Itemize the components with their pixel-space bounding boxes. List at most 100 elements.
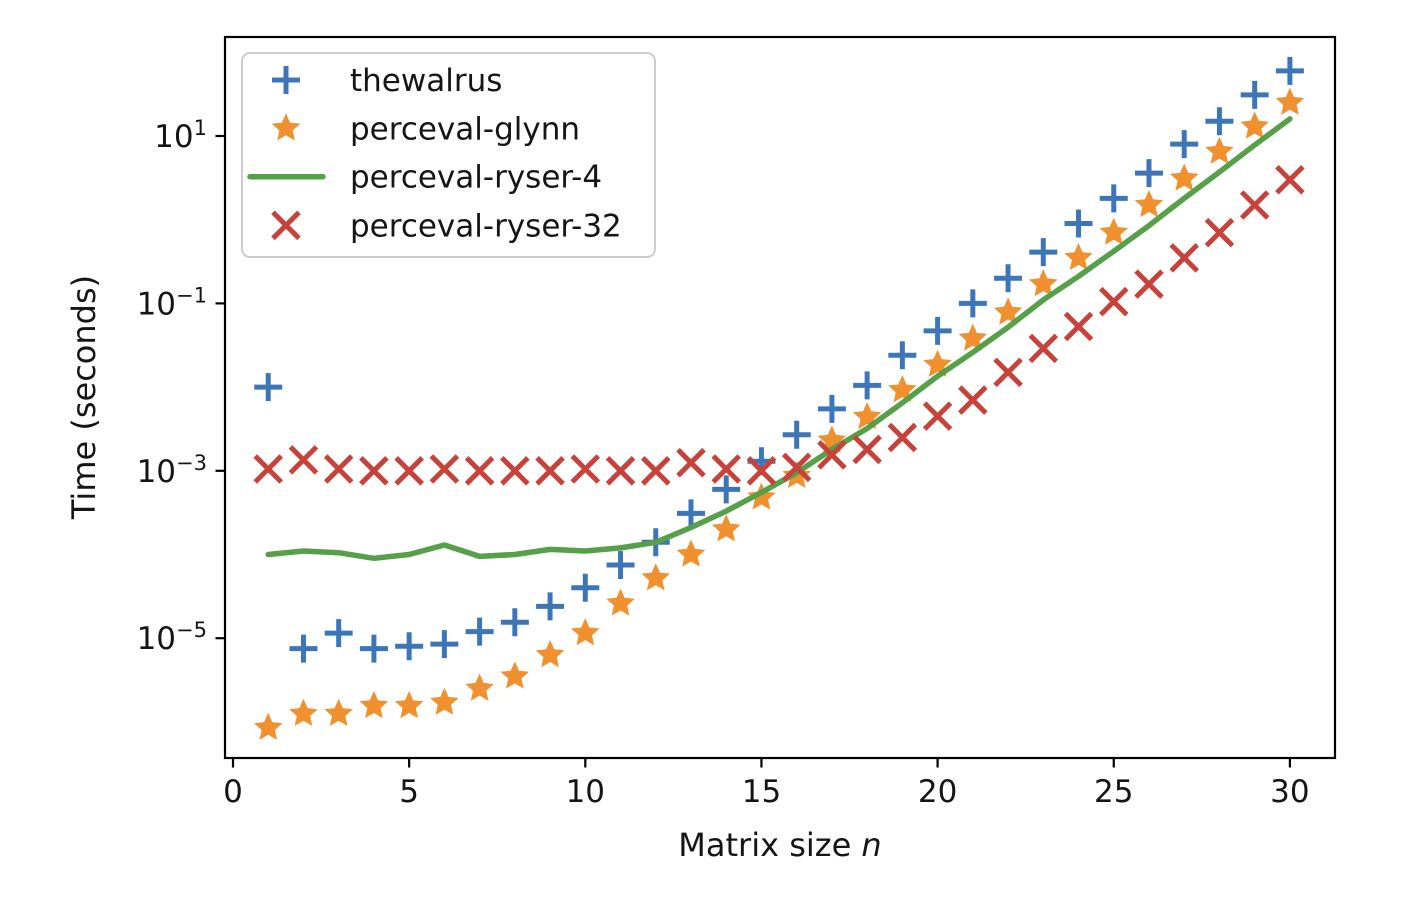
legend-label-perceval-ryser-32: perceval-ryser-32 bbox=[350, 208, 622, 244]
series-perceval-ryser-32-point bbox=[746, 456, 777, 486]
series-perceval-ryser-4 bbox=[265, 116, 1293, 562]
y-axis-label: Time (seconds) bbox=[65, 274, 103, 520]
series-perceval-ryser-32-point bbox=[1239, 190, 1270, 220]
series-thewalrus-point bbox=[606, 550, 635, 579]
series-perceval-glynn-point bbox=[1029, 269, 1058, 297]
series-perceval-ryser-32-point bbox=[958, 385, 988, 415]
series-thewalrus-point bbox=[853, 371, 882, 400]
series-perceval-ryser-32-point bbox=[535, 456, 565, 486]
series-thewalrus-point bbox=[324, 619, 353, 648]
series-perceval-glynn-point bbox=[606, 588, 635, 616]
series-perceval-ryser-32-point bbox=[781, 452, 812, 483]
series-perceval-glynn-point bbox=[1134, 190, 1164, 218]
series-perceval-ryser-32-point bbox=[605, 456, 636, 486]
series-perceval-ryser-32-point bbox=[288, 445, 319, 475]
x-tick-label: 25 bbox=[1094, 774, 1133, 810]
series-perceval-glynn-point bbox=[465, 673, 494, 701]
series-thewalrus-point bbox=[676, 499, 705, 528]
series-perceval-ryser-32-point bbox=[922, 401, 953, 431]
legend-marker-thewalrus bbox=[272, 66, 300, 94]
x-tick-label: 30 bbox=[1270, 774, 1309, 810]
series-thewalrus-point bbox=[958, 289, 987, 318]
series-perceval-ryser-32-point bbox=[359, 456, 389, 486]
series-perceval-ryser-32-point bbox=[1028, 333, 1059, 364]
series-perceval-ryser-32-point bbox=[394, 456, 424, 486]
axes-frame bbox=[223, 35, 1337, 760]
series-perceval-glynn-point bbox=[394, 691, 424, 719]
legend-label-perceval-glynn: perceval-glynn bbox=[350, 111, 580, 147]
series-thewalrus-point bbox=[1170, 130, 1199, 159]
series-thewalrus-point bbox=[571, 573, 600, 602]
x-axis-label-variable: n bbox=[861, 826, 882, 864]
series-perceval-ryser-32-point bbox=[676, 447, 706, 478]
series-thewalrus-point bbox=[888, 341, 917, 370]
series-perceval-ryser-32-point bbox=[570, 454, 601, 484]
series-perceval-ryser-32-point bbox=[1204, 217, 1235, 248]
series-thewalrus-point bbox=[712, 475, 741, 504]
series-perceval-glynn-point bbox=[852, 401, 882, 430]
series-perceval-ryser-32-point bbox=[887, 422, 918, 453]
series-thewalrus-point bbox=[1240, 80, 1269, 109]
series-perceval-glynn-point bbox=[1205, 136, 1234, 164]
series-perceval-ryser-32-point bbox=[1134, 269, 1164, 299]
series-perceval-glynn-point bbox=[324, 698, 353, 726]
series-perceval-glynn-point bbox=[712, 514, 741, 542]
series-thewalrus-point bbox=[430, 630, 459, 659]
x-tick-label: 20 bbox=[918, 774, 957, 810]
series-perceval-glynn-point bbox=[1275, 87, 1305, 115]
y-tick-label: 10−3 bbox=[137, 451, 207, 490]
series-thewalrus-point bbox=[536, 592, 565, 621]
series-perceval-glynn-point bbox=[500, 661, 530, 689]
series-thewalrus-point bbox=[289, 634, 318, 663]
series-thewalrus-point bbox=[1064, 209, 1093, 238]
series-perceval-ryser-32-point bbox=[1063, 311, 1094, 342]
series-thewalrus-point bbox=[994, 264, 1023, 293]
series-perceval-ryser-32-point bbox=[852, 434, 882, 465]
series-perceval-glynn-point bbox=[1064, 242, 1093, 270]
legend-label-thewalrus: thewalrus bbox=[350, 63, 502, 99]
series-perceval-glynn-point bbox=[993, 297, 1023, 325]
series-perceval-ryser-32-point bbox=[993, 357, 1023, 388]
series-thewalrus-point bbox=[359, 634, 388, 663]
series-perceval-glynn-point bbox=[641, 563, 670, 591]
legend-marker-perceval-ryser-32 bbox=[271, 210, 301, 241]
series-perceval-glynn-point bbox=[1169, 163, 1199, 191]
series-perceval-ryser-32-point bbox=[429, 454, 460, 484]
series-thewalrus-point bbox=[1099, 184, 1128, 213]
legend-marker-perceval-glynn bbox=[271, 113, 301, 141]
series-perceval-glynn-point bbox=[923, 349, 952, 377]
series-perceval-glynn-point bbox=[571, 618, 600, 646]
series-perceval-ryser-32-point bbox=[1169, 243, 1199, 273]
series-thewalrus-point bbox=[817, 394, 846, 423]
series-perceval-glynn-point bbox=[676, 539, 706, 567]
series-perceval-ryser-32-point bbox=[817, 440, 847, 470]
series-thewalrus-point bbox=[465, 617, 494, 646]
series-thewalrus-point bbox=[1134, 159, 1163, 188]
y-tick-label: 10−1 bbox=[137, 283, 207, 322]
x-tick-label: 5 bbox=[399, 774, 419, 810]
series-perceval-glynn-point bbox=[359, 691, 389, 719]
series-perceval-glynn-point bbox=[430, 687, 459, 715]
series-perceval-glynn-point bbox=[747, 482, 776, 510]
series-perceval-ryser-32-point bbox=[464, 456, 495, 486]
series-perceval-ryser-32-point bbox=[500, 456, 530, 486]
series-thewalrus-point bbox=[1029, 238, 1058, 267]
x-tick-label: 10 bbox=[566, 774, 605, 810]
legend-box bbox=[241, 52, 656, 258]
series-perceval-glynn-point bbox=[289, 698, 318, 726]
series-thewalrus-point bbox=[782, 420, 811, 449]
series-perceval-glynn-point bbox=[1240, 111, 1269, 139]
series-perceval-glynn-point bbox=[254, 712, 283, 740]
y-tick-label: 101 bbox=[154, 116, 207, 155]
series-thewalrus-point bbox=[1275, 56, 1304, 85]
series-thewalrus-point bbox=[500, 608, 529, 637]
series-perceval-glynn-point bbox=[1099, 217, 1128, 245]
series-perceval-ryser-32-point bbox=[640, 456, 671, 486]
y-tick-label: 10−5 bbox=[137, 618, 207, 657]
series-perceval-ryser-32-point bbox=[1275, 164, 1305, 195]
x-tick-label: 15 bbox=[742, 774, 781, 810]
series-perceval-ryser-32-point bbox=[323, 454, 354, 484]
legend-label-perceval-ryser-4: perceval-ryser-4 bbox=[350, 160, 602, 196]
